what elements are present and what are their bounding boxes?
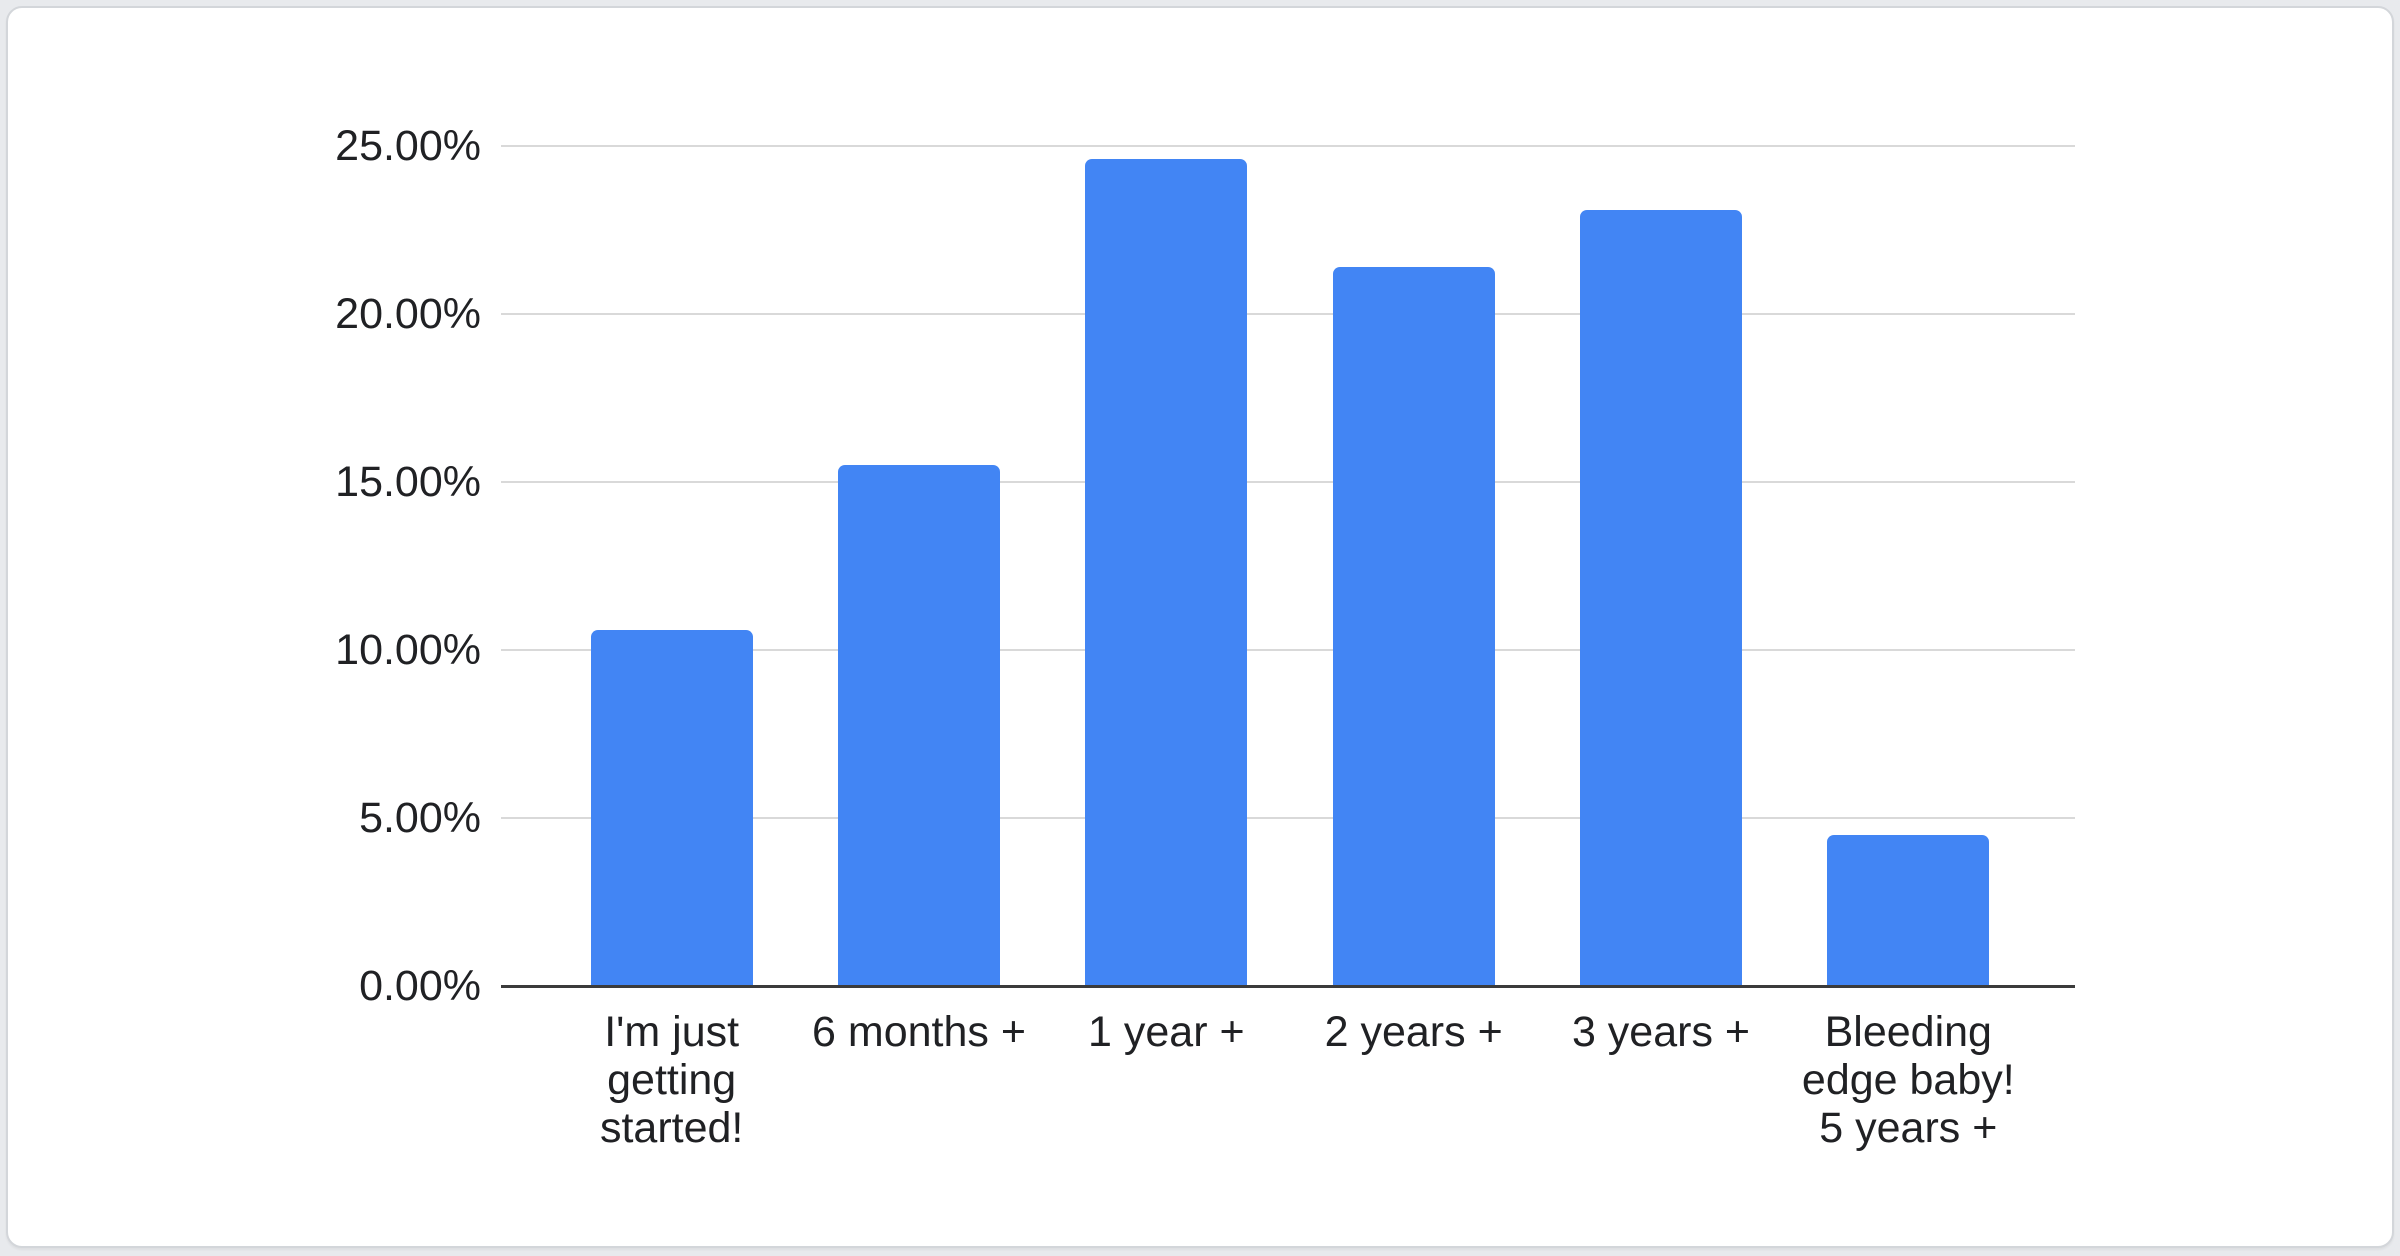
bar-i-m-just-getting-started <box>590 629 753 986</box>
x-axis-category-labels: I'm just getting started! 6 months + 1 yea… <box>548 1008 2032 1152</box>
bar-3-years <box>1579 209 1742 986</box>
bar-2-years <box>1332 266 1495 986</box>
bar-band-1-year <box>1043 146 1290 986</box>
x-axis-line <box>501 985 2075 988</box>
bar-band-i-m-just-getting-started <box>548 146 795 986</box>
x-category-label-3-years: 3 years + <box>1571 1008 1751 1056</box>
gridline-25 <box>501 145 2075 147</box>
plot-area <box>501 145 2075 988</box>
bar-bleeding-edge-baby-5-years <box>1827 834 1990 986</box>
y-tick-label-20: 20.00% <box>335 290 481 338</box>
x-category-label-1-year: 1 year + <box>1088 1008 1245 1056</box>
bar-band-6-months <box>795 146 1042 986</box>
y-tick-label-10: 10.00% <box>335 626 481 674</box>
x-category-label-6-months: 6 months + <box>812 1008 1026 1056</box>
bars-container <box>548 146 2032 986</box>
y-tick-label-15: 15.00% <box>335 458 481 506</box>
x-category-label-bleeding-edge-baby-5-years: Bleeding edge baby! 5 years + <box>1801 1008 2015 1152</box>
x-category-label-i-m-just-getting-started: I'm just getting started! <box>599 1008 744 1152</box>
y-tick-label-5: 5.00% <box>359 794 481 842</box>
gridline-10 <box>501 649 2075 651</box>
bar-1-year <box>1085 159 1248 986</box>
y-tick-label-25: 25.00% <box>335 122 481 170</box>
bar-band-3-years <box>1537 146 1784 986</box>
bar-6-months <box>838 465 1000 986</box>
y-tick-label-0: 0.00% <box>359 962 481 1010</box>
x-category-label-2-years: 2 years + <box>1324 1008 1503 1056</box>
gridline-20 <box>501 313 2075 315</box>
bar-chart: 0.00% 5.00% 10.00% 15.00% 20.00% 25.00% I'm j… <box>8 8 2392 1246</box>
bar-band-2-years <box>1290 146 1537 986</box>
bar-band-bleeding-edge-baby-5-years <box>1785 146 2032 986</box>
gridline-5 <box>501 817 2075 819</box>
gridline-15 <box>501 481 2075 483</box>
chart-card: 0.00% 5.00% 10.00% 15.00% 20.00% 25.00% I'm j… <box>6 6 2394 1248</box>
y-axis-tick-labels: 0.00% 5.00% 10.00% 15.00% 20.00% 25.00% <box>8 122 481 1010</box>
